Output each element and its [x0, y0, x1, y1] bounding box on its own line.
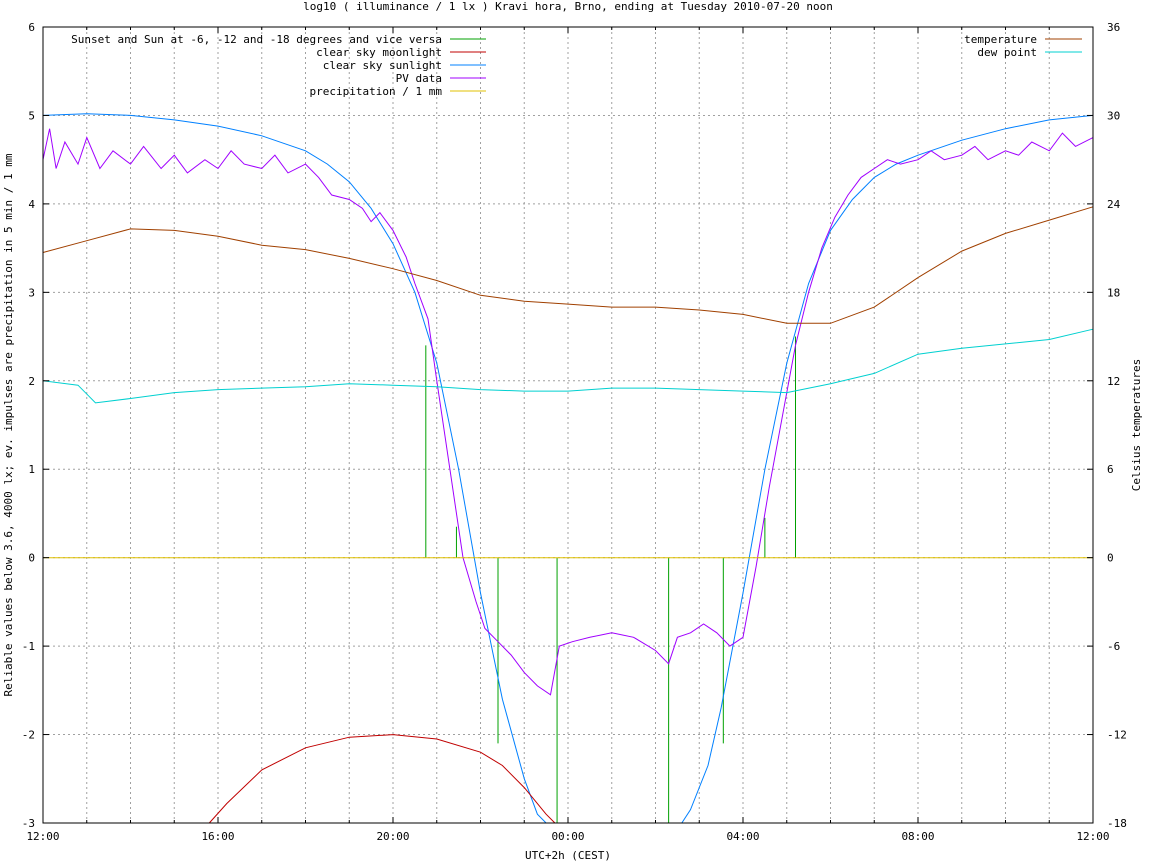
y2-tick-label: 18: [1107, 286, 1120, 299]
series-pv-data-line: [42, 128, 1094, 696]
x-tick-label: 12:00: [26, 830, 59, 843]
y2-tick-label: 12: [1107, 375, 1120, 388]
axes: 12:00 16:00 20:00 00:00 04:00 08:00 12:00-3-2-…: [22, 21, 1127, 843]
legend-label: dew point: [977, 46, 1037, 59]
plot-area: [42, 113, 1094, 824]
y-axis-label: Reliable values below 3.6, 4000 lx; ev. …: [2, 153, 15, 696]
y-tick-label: -2: [22, 729, 35, 742]
y-tick-label: 0: [28, 552, 35, 565]
legend: Sunset and Sun at -6, -12 and -18 degree…: [71, 33, 1082, 98]
y2-axis-label: Celsius temperatures: [1130, 359, 1143, 491]
y-tick-label: 4: [28, 198, 35, 211]
x-tick-label: 16:00: [201, 830, 234, 843]
series-temperature-line: [42, 206, 1094, 324]
y-tick-label: 2: [28, 375, 35, 388]
y-tick-label: 6: [28, 21, 35, 34]
series-clear-sky-moonlight-line: [208, 734, 556, 824]
legend-label: clear sky sunlight: [323, 59, 442, 72]
legend-label: temperature: [964, 33, 1037, 46]
x-tick-label: 00:00: [551, 830, 584, 843]
y2-tick-label: -6: [1107, 640, 1120, 653]
x-tick-label: 12:00: [1076, 830, 1109, 843]
grid-lines: [43, 27, 1093, 823]
y2-tick-label: 36: [1107, 21, 1120, 34]
series-clear-sky-sunlight-line: [42, 113, 1094, 824]
y2-tick-label: 24: [1107, 198, 1121, 211]
x-tick-label: 08:00: [901, 830, 934, 843]
y-tick-label: -3: [22, 817, 35, 830]
y2-tick-label: -18: [1107, 817, 1127, 830]
legend-label: precipitation / 1 mm: [310, 85, 443, 98]
y-tick-label: 5: [28, 109, 35, 122]
y2-tick-label: 6: [1107, 463, 1114, 476]
x-tick-label: 04:00: [726, 830, 759, 843]
y-tick-label: 3: [28, 286, 35, 299]
chart-title: log10 ( illuminance / 1 lx ) Kravi hora,…: [303, 0, 833, 13]
y-tick-label: 1: [28, 463, 35, 476]
y2-tick-label: 0: [1107, 552, 1114, 565]
x-axis-label: UTC+2h (CEST): [525, 849, 611, 862]
y2-tick-label: -12: [1107, 729, 1127, 742]
legend-label: clear sky moonlight: [316, 46, 442, 59]
y2-tick-label: 30: [1107, 109, 1120, 122]
legend-label: Sunset and Sun at -6, -12 and -18 degree…: [71, 33, 442, 46]
y-tick-label: -1: [22, 640, 35, 653]
x-tick-label: 20:00: [376, 830, 409, 843]
series-dew-point-line: [42, 328, 1094, 404]
legend-label: PV data: [396, 72, 442, 85]
